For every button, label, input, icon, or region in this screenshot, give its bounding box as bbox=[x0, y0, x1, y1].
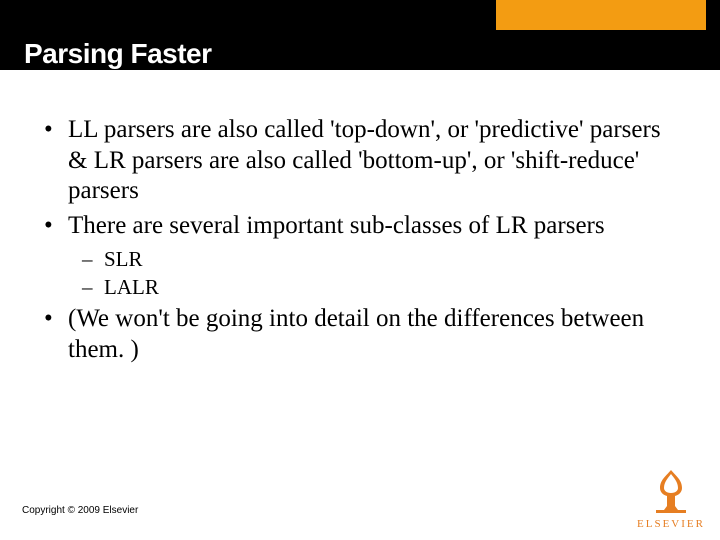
bullet-text: There are several important sub-classes … bbox=[68, 212, 605, 239]
slide: Parsing Faster LL parsers are also calle… bbox=[0, 0, 720, 540]
sub-bullet-text: LALR bbox=[104, 275, 159, 299]
bullet-item: LL parsers are also called 'top-down', o… bbox=[40, 115, 680, 207]
bullet-text: (We won't be going into detail on the di… bbox=[68, 305, 644, 363]
sub-bullet-text: SLR bbox=[104, 247, 143, 271]
slide-body: LL parsers are also called 'top-down', o… bbox=[40, 115, 680, 369]
tree-icon bbox=[646, 466, 696, 516]
bullet-text: LL parsers are also called 'top-down', o… bbox=[68, 116, 661, 204]
accent-block bbox=[496, 0, 706, 30]
logo-label: ELSEVIER bbox=[636, 518, 706, 530]
copyright-text: Copyright © 2009 Elsevier bbox=[22, 505, 138, 516]
sub-bullet-item: SLR bbox=[82, 247, 680, 273]
bullet-item: There are several important sub-classes … bbox=[40, 211, 680, 301]
sub-bullet-item: LALR bbox=[82, 275, 680, 301]
bullet-item: (We won't be going into detail on the di… bbox=[40, 304, 680, 365]
elsevier-logo: ELSEVIER bbox=[636, 466, 706, 530]
slide-title: Parsing Faster bbox=[24, 38, 212, 70]
